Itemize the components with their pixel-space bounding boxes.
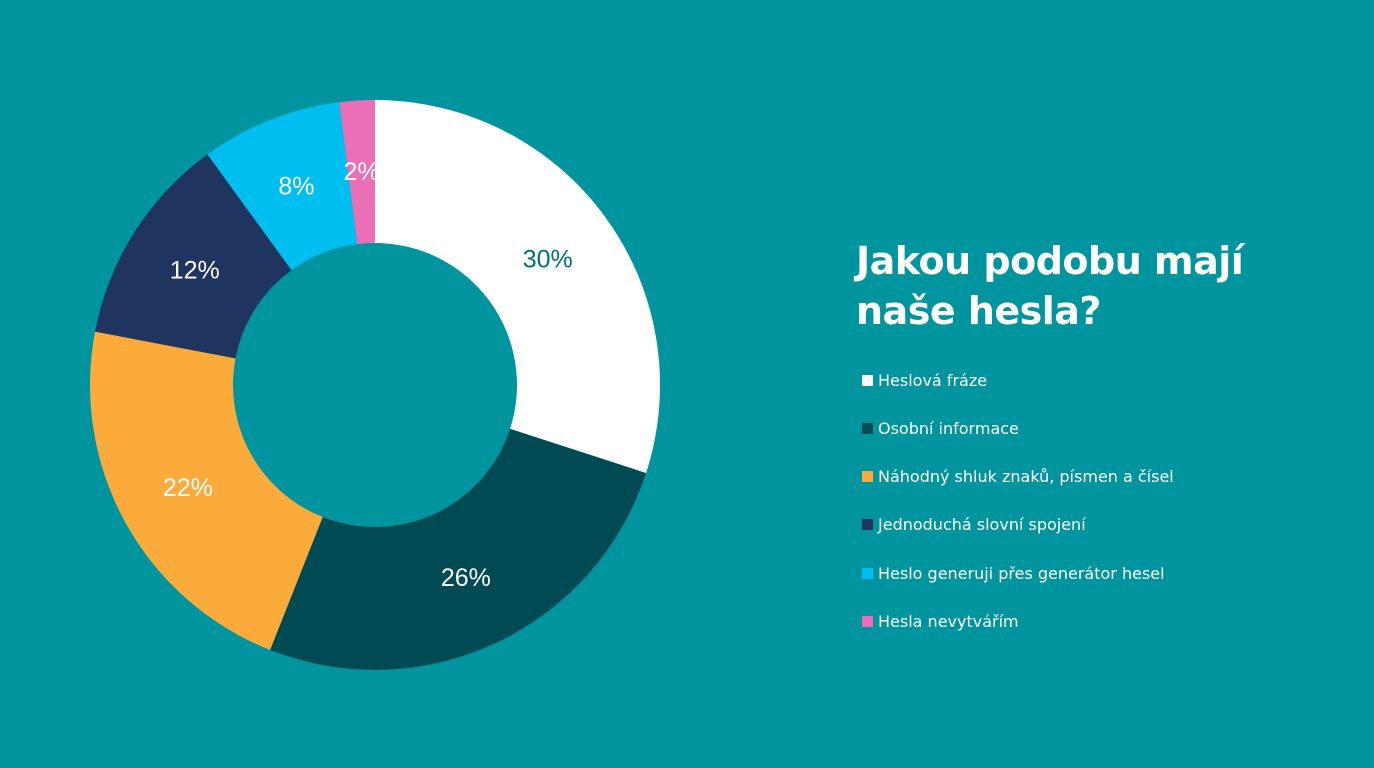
legend-label: Heslová fráze — [878, 370, 988, 390]
chart-legend: Heslová fráze Osobní informace Náhodný shl… — [862, 368, 1174, 658]
pie-slice — [270, 428, 647, 671]
donut-chart: 30% 26% 22% 12% 8% 2% — [89, 100, 660, 671]
legend-item: Hesla nevytvářím — [862, 609, 1174, 633]
pie-slice — [89, 331, 323, 650]
data-label: 12% — [170, 257, 220, 285]
legend-swatch — [862, 567, 873, 579]
legend-swatch — [862, 374, 873, 386]
legend-swatch — [862, 471, 873, 483]
legend-swatch — [862, 615, 873, 627]
pie-slice — [207, 102, 358, 271]
legend-item: Osobní informace — [862, 416, 1174, 440]
pie-slice — [95, 154, 292, 359]
data-label: 8% — [278, 172, 314, 200]
legend-label: Osobní informace — [878, 418, 1019, 438]
data-label: 22% — [163, 474, 213, 502]
pie-slice — [339, 100, 375, 245]
legend-swatch — [862, 519, 873, 531]
pie-slice — [375, 100, 660, 474]
data-label: 26% — [441, 564, 491, 592]
data-label: 30% — [523, 246, 573, 274]
legend-item: Náhodný shluk znaků, písmen a čísel — [862, 465, 1174, 489]
legend-item: Heslo generuji přes generátor hesel — [862, 561, 1174, 585]
legend-item: Jednoduchá slovní spojení — [862, 513, 1174, 537]
legend-label: Náhodný shluk znaků, písmen a čísel — [878, 467, 1174, 487]
data-label: 2% — [344, 158, 380, 186]
legend-label: Heslo generuji přes generátor hesel — [878, 563, 1165, 583]
legend-label: Jednoduchá slovní spojení — [878, 515, 1086, 535]
chart-title: Jakou podobu mají naše hesla? — [856, 239, 1244, 333]
legend-item: Heslová fráze — [862, 368, 1174, 392]
legend-swatch — [862, 422, 873, 434]
legend-label: Hesla nevytvářím — [878, 611, 1019, 631]
